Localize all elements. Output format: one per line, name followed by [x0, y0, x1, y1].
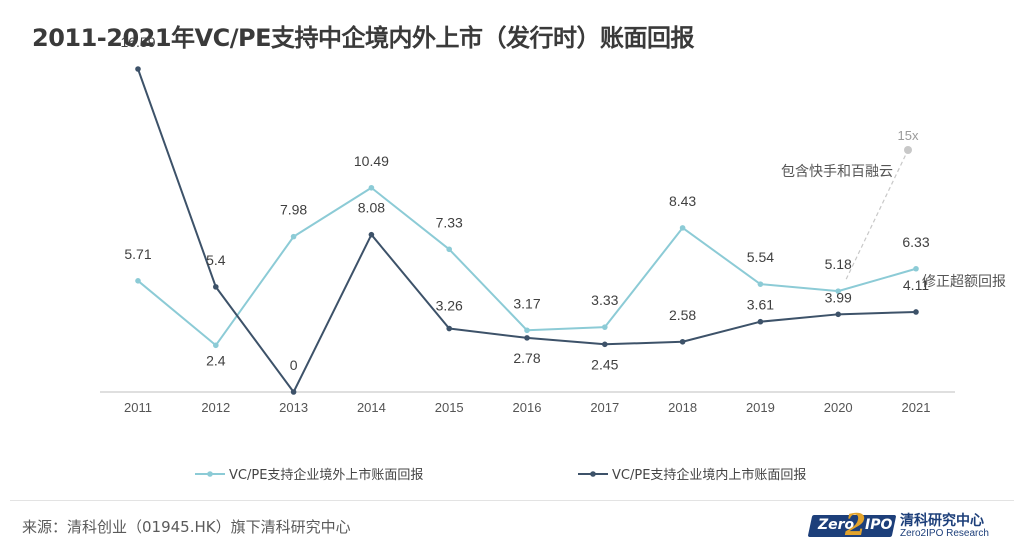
data-point-overseas-2012 [213, 342, 219, 349]
legend: VC/PE支持企业境外上市账面回报 VC/PE支持企业境内上市账面回报 [195, 467, 806, 483]
annotation-dashed-line [845, 149, 909, 280]
data-label-domestic-2012: 5.4 [206, 252, 226, 268]
data-label-domestic-2016: 2.78 [513, 350, 540, 366]
data-point-overseas-2018 [679, 225, 686, 231]
data-point-overseas-2020 [835, 288, 841, 294]
zero2ipo-logo: Zero 2 IPO 清科研究中心 Zero2IPO Research [807, 508, 1015, 544]
data-point-overseas-2013 [290, 233, 297, 240]
data-point-overseas-2019 [757, 281, 764, 287]
data-label-overseas-2012: 2.4 [206, 352, 226, 368]
logo-digit-two: 2 [845, 508, 866, 543]
data-label-domestic-2013: 0 [290, 357, 298, 373]
series-line-overseas [137, 186, 917, 347]
data-point-domestic-2018 [679, 338, 686, 345]
data-label-domestic-2015: 3.26 [436, 298, 463, 314]
x-tick-label-2013: 2013 [279, 400, 308, 415]
x-tick-label-2018: 2018 [668, 400, 697, 415]
annotation-corrected-label: 修正超额回报 [922, 274, 1006, 290]
logo-en-text: Zero2IPO Research [900, 528, 989, 539]
data-label-overseas-2015: 7.33 [436, 214, 463, 230]
x-tick-label-2014: 2014 [357, 400, 386, 415]
data-point-overseas-2017 [602, 324, 608, 330]
data-label-overseas-2020: 5.18 [825, 256, 852, 272]
data-label-overseas-2011: 5.71 [124, 246, 151, 262]
data-label-domestic-2017: 2.45 [591, 356, 618, 372]
data-point-domestic-2015 [446, 325, 453, 332]
data-label-overseas-2017: 3.33 [591, 292, 618, 308]
data-point-overseas-2011 [135, 278, 141, 284]
data-point-domestic-2012 [213, 284, 219, 290]
data-point-domestic-2019 [757, 318, 764, 325]
x-tick-label-2015: 2015 [435, 400, 464, 415]
legend-label-domestic: VC/PE支持企业境内上市账面回报 [612, 467, 806, 483]
data-label-overseas-2021: 6.33 [902, 234, 929, 250]
data-point-overseas-2014 [368, 184, 375, 191]
logo-word-ipo: IPO [865, 517, 893, 533]
data-point-domestic-2020 [835, 311, 841, 318]
annotation-15x-marker [904, 146, 912, 154]
data-point-overseas-2016 [524, 327, 530, 334]
data-point-domestic-2021 [913, 309, 919, 315]
page-title: 2011-2021年VC/PE支持中企境内外上市（发行时）账面回报 [32, 24, 695, 52]
data-label-overseas-2018: 8.43 [669, 193, 696, 209]
data-point-domestic-2011 [135, 66, 141, 72]
data-point-domestic-2014 [368, 231, 375, 238]
data-label-domestic-2014: 8.08 [358, 200, 385, 216]
annotation-15x-label: 15x [898, 128, 919, 143]
x-tick-label-2011: 2011 [124, 400, 152, 415]
legend-label-overseas: VC/PE支持企业境外上市账面回报 [229, 467, 423, 483]
footer-divider [10, 500, 1014, 501]
data-label-domestic-2011: 16.59 [120, 34, 155, 50]
data-label-domestic-2019: 3.61 [747, 297, 774, 313]
data-label-overseas-2019: 5.54 [747, 249, 774, 265]
x-tick-label-2012: 2012 [201, 400, 230, 415]
series-layer [135, 66, 919, 395]
data-label-domestic-2020: 3.99 [825, 289, 852, 305]
legend-marker-domestic [590, 471, 596, 477]
x-tick-label-2017: 2017 [590, 400, 619, 415]
series-line-domestic [137, 68, 917, 393]
x-tick-label-2016: 2016 [513, 400, 542, 415]
data-point-domestic-2016 [524, 335, 530, 341]
x-tick-label-2020: 2020 [824, 400, 853, 415]
logo-word-zero: Zero [818, 517, 855, 533]
x-tick-layer: 2011 2012 2013 2014 2015 2016 2017 2018 2019 2020… [124, 400, 930, 415]
x-tick-label-2021: 2021 [902, 400, 931, 415]
data-label-domestic-2018: 2.58 [669, 307, 696, 323]
data-point-overseas-2021 [913, 265, 919, 272]
data-point-domestic-2013 [290, 389, 297, 395]
annotation-note-label: 包含快手和百融云 [781, 164, 893, 180]
data-label-overseas-2016: 3.17 [513, 295, 540, 311]
legend-marker-overseas [207, 471, 213, 477]
data-label-overseas-2014: 10.49 [354, 153, 389, 169]
x-tick-label-2019: 2019 [746, 400, 775, 415]
data-label-domestic-2021: 4.11 [903, 277, 929, 293]
data-label-layer: 5.71 2.4 7.98 10.49 7.33 3.17 3.33 8.43 5.54 5.18… [120, 34, 929, 373]
source-note: 来源：清科创业（01945.HK）旗下清科研究中心 [22, 518, 351, 536]
data-point-domestic-2017 [602, 341, 608, 348]
logo-cn-text: 清科研究中心 [900, 513, 984, 529]
data-label-overseas-2013: 7.98 [280, 202, 307, 218]
data-point-overseas-2015 [446, 246, 453, 253]
